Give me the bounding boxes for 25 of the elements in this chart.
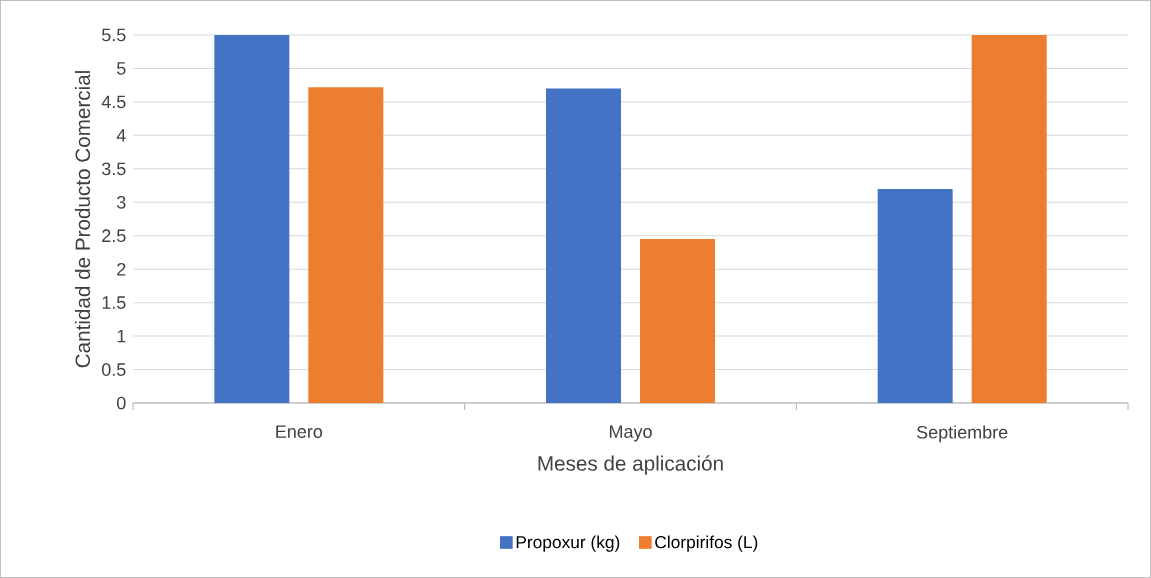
bar (214, 35, 290, 403)
y-tick-label: 3.5 (101, 162, 126, 176)
legend-label: Clorpirifos (L) (655, 535, 758, 552)
y-axis-title: Cantidad de Producto Comercial (74, 71, 91, 368)
y-tick-label: 4 (116, 129, 126, 142)
y-tick-label: 2 (117, 262, 126, 276)
y-tick-label: 5 (116, 62, 126, 75)
y-tick-label: 1 (117, 329, 126, 343)
bar (971, 35, 1047, 403)
bar (308, 87, 384, 403)
y-tick-label: 0.5 (101, 363, 126, 376)
bar (640, 239, 716, 403)
x-tick-label: Septiembre (916, 425, 1008, 443)
y-tick-label: 0 (116, 396, 126, 410)
y-tick-label: 1.5 (102, 296, 126, 309)
bar (546, 88, 622, 403)
y-tick-label: 5.5 (101, 28, 126, 42)
y-tick-label: 2.5 (102, 229, 126, 243)
bar (877, 188, 953, 403)
y-tick-label: 4.5 (101, 95, 126, 109)
x-tick-label: Enero (276, 425, 323, 438)
legend-label: Propoxur (kg) (516, 535, 620, 552)
y-tick-label: 3 (116, 195, 126, 209)
x-tick-label: Mayo (609, 425, 652, 442)
x-axis-title: Meses de aplicación (538, 455, 723, 475)
